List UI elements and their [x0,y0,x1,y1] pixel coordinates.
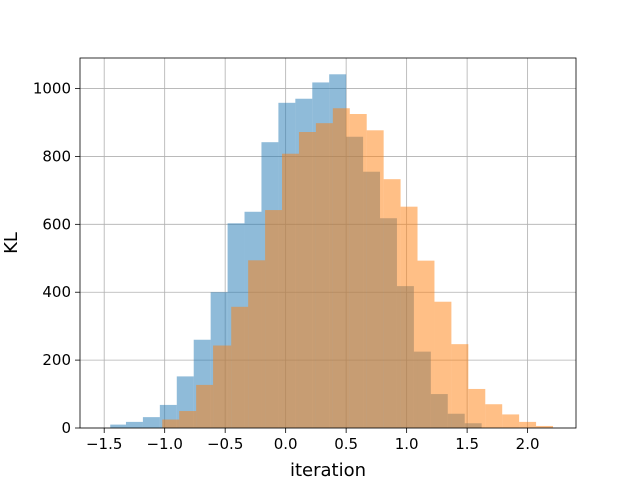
histogram-bar [536,425,554,428]
y-tick-label: 800 [42,147,71,165]
histogram-bar [315,123,333,428]
x-tick-label: 1.0 [395,435,419,453]
x-axis: −1.5 −1.0 −0.5 0.0 0.5 1.0 1.5 2.0 [86,428,540,453]
x-tick-label: −0.5 [207,435,243,453]
histogram-bar [248,260,266,428]
x-tick-label: −1.5 [86,435,122,453]
x-tick-label: 0.5 [334,435,358,453]
histogram-bar [196,384,214,428]
y-tick-label: 200 [42,351,71,369]
histogram-bar [179,411,197,428]
x-tick-label: 0.0 [274,435,298,453]
histogram-bar [434,301,452,428]
y-axis: 0 200 400 600 800 1000 [33,80,80,437]
histogram-bar [282,153,299,428]
y-axis-label: KL [1,232,22,254]
histogram-bar [125,421,143,428]
histogram-bar [485,404,503,428]
y-tick-label: 600 [42,215,71,233]
y-tick-label: 0 [61,419,71,437]
y-tick-label: 1000 [33,80,71,98]
histogram-bar [468,388,486,428]
histogram-bar [383,179,401,428]
x-tick-label: 2.0 [516,435,540,453]
histogram-bar [417,260,435,428]
histogram-bar [502,414,520,428]
histogram-bar [349,114,367,429]
x-tick-label: −1.0 [146,435,182,453]
y-tick-label: 400 [42,283,71,301]
histogram-bar [110,424,126,428]
x-axis-label: iteration [290,460,366,480]
histogram-bar [265,210,283,428]
histogram-bar [213,345,232,428]
histogram-bar [162,419,180,428]
plot-frame [79,57,577,429]
x-tick-label: 1.5 [455,435,479,453]
histogram-bar [142,417,160,428]
histogram-bar [519,421,537,428]
histogram-bar [366,130,384,429]
histogram-bar [400,206,418,428]
histogram-bars [110,74,554,429]
histogram-bar [332,108,350,429]
histogram-bar [451,344,469,428]
histogram-series-2 [162,108,554,429]
histogram-bar [231,306,249,428]
histogram-bar [298,132,316,428]
